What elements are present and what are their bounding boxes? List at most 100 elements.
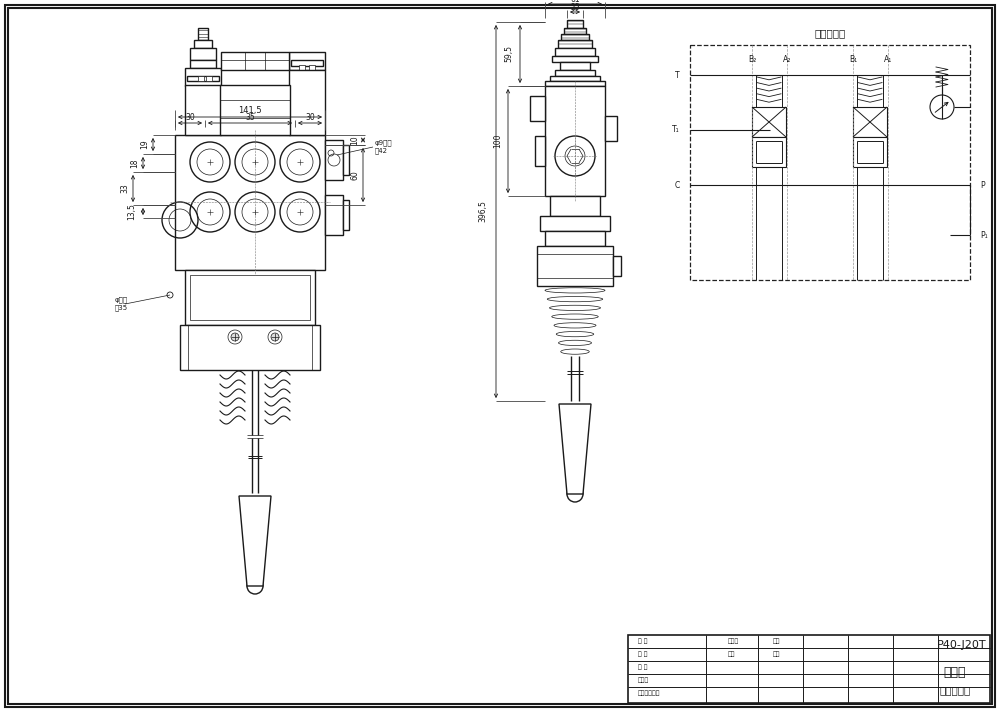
Ellipse shape <box>547 296 603 302</box>
Text: 审查: 审查 <box>773 651 780 656</box>
Text: C: C <box>675 181 680 189</box>
Text: 外型尺寸图: 外型尺寸图 <box>939 685 971 695</box>
Bar <box>561 34 589 40</box>
Bar <box>550 196 600 216</box>
Bar <box>555 70 595 76</box>
Bar <box>325 195 343 235</box>
Bar <box>613 256 621 276</box>
Bar <box>545 231 605 246</box>
Bar <box>187 76 219 81</box>
Bar <box>560 62 590 70</box>
Bar <box>540 216 610 231</box>
Text: 18: 18 <box>130 158 140 168</box>
Bar <box>180 325 320 370</box>
Circle shape <box>271 333 279 341</box>
Bar <box>550 81 562 91</box>
Polygon shape <box>239 496 271 586</box>
Text: 61: 61 <box>570 0 580 4</box>
Bar <box>690 45 970 280</box>
Bar <box>221 52 289 70</box>
Text: A₁: A₁ <box>884 55 892 63</box>
Bar <box>289 70 325 135</box>
Text: 选题: 选题 <box>728 651 736 656</box>
Text: T₁: T₁ <box>672 125 680 135</box>
Text: 高42: 高42 <box>375 147 388 155</box>
Bar <box>190 60 216 68</box>
Ellipse shape <box>558 340 592 345</box>
Text: 59,5: 59,5 <box>505 46 514 63</box>
Ellipse shape <box>554 323 596 328</box>
Bar <box>198 28 208 40</box>
Ellipse shape <box>561 349 589 355</box>
Text: T: T <box>675 70 680 80</box>
Bar <box>198 76 204 81</box>
Bar <box>194 40 212 48</box>
Bar <box>185 85 221 135</box>
Bar <box>545 86 605 196</box>
Text: 396,5: 396,5 <box>479 201 488 222</box>
Bar <box>552 56 598 62</box>
Bar <box>558 40 592 48</box>
Bar <box>299 65 305 70</box>
Bar <box>564 28 586 34</box>
Bar <box>309 65 315 70</box>
Ellipse shape <box>552 314 598 319</box>
Text: B₂: B₂ <box>748 55 756 63</box>
Bar <box>550 76 600 81</box>
Text: 100: 100 <box>494 134 503 148</box>
Circle shape <box>231 333 239 341</box>
Ellipse shape <box>545 288 605 293</box>
Bar <box>588 81 600 91</box>
Bar <box>185 68 221 86</box>
Text: φ圆孔: φ圆孔 <box>115 297 128 303</box>
Text: 比 例: 比 例 <box>638 664 648 670</box>
Bar <box>343 200 349 230</box>
Text: 多路阀: 多路阀 <box>944 666 966 679</box>
Text: 液压原理图: 液压原理图 <box>814 28 846 38</box>
Ellipse shape <box>556 332 594 337</box>
Bar <box>853 137 887 167</box>
Bar <box>535 136 545 166</box>
Bar <box>206 76 212 81</box>
Bar <box>343 145 349 175</box>
Text: 35: 35 <box>245 113 255 122</box>
Bar <box>289 52 325 70</box>
Bar <box>537 246 613 286</box>
Bar <box>567 20 583 28</box>
Polygon shape <box>559 404 591 494</box>
Text: B₁: B₁ <box>849 55 857 63</box>
Text: 60: 60 <box>351 170 360 180</box>
Text: 高35: 高35 <box>115 305 128 311</box>
Circle shape <box>247 578 263 594</box>
Text: A₂: A₂ <box>783 55 791 63</box>
Text: 图样性: 图样性 <box>728 638 739 644</box>
Bar <box>220 85 290 135</box>
Text: 25: 25 <box>570 3 580 11</box>
Text: 材 料: 材 料 <box>638 651 648 656</box>
Text: 13,5: 13,5 <box>128 203 136 220</box>
Text: 19: 19 <box>140 140 150 150</box>
Bar <box>545 81 605 86</box>
Text: P: P <box>980 181 985 189</box>
Bar <box>185 270 315 325</box>
Bar <box>291 60 323 66</box>
Bar <box>555 48 595 56</box>
Bar <box>628 635 990 703</box>
Text: 10: 10 <box>351 135 360 145</box>
Circle shape <box>567 486 583 502</box>
Text: P₁: P₁ <box>980 231 988 239</box>
Text: 图 号: 图 号 <box>638 638 648 644</box>
Text: 审定: 审定 <box>773 638 780 644</box>
Bar <box>175 135 325 270</box>
Text: 141,5: 141,5 <box>238 107 262 115</box>
Bar <box>190 275 310 320</box>
Text: 30: 30 <box>185 113 195 122</box>
Bar <box>605 116 617 141</box>
Text: 30: 30 <box>305 113 315 122</box>
Bar <box>752 107 786 137</box>
Text: P40-J20T: P40-J20T <box>937 640 986 650</box>
Bar <box>752 137 786 167</box>
Text: 工艺师: 工艺师 <box>638 677 649 683</box>
Bar <box>190 48 216 60</box>
Bar <box>325 140 343 180</box>
